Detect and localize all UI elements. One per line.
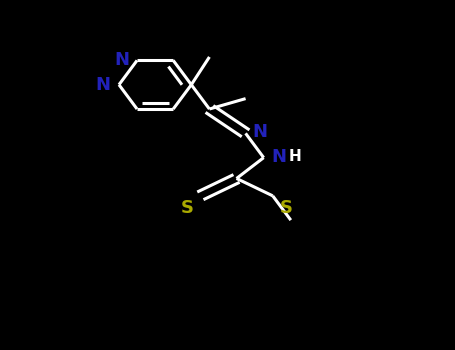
Text: S: S [279, 199, 293, 217]
Text: N: N [253, 122, 268, 141]
Text: H: H [289, 149, 302, 164]
Text: N: N [271, 148, 286, 166]
Text: N: N [96, 76, 111, 94]
Text: S: S [181, 199, 193, 217]
Text: N: N [114, 51, 129, 69]
